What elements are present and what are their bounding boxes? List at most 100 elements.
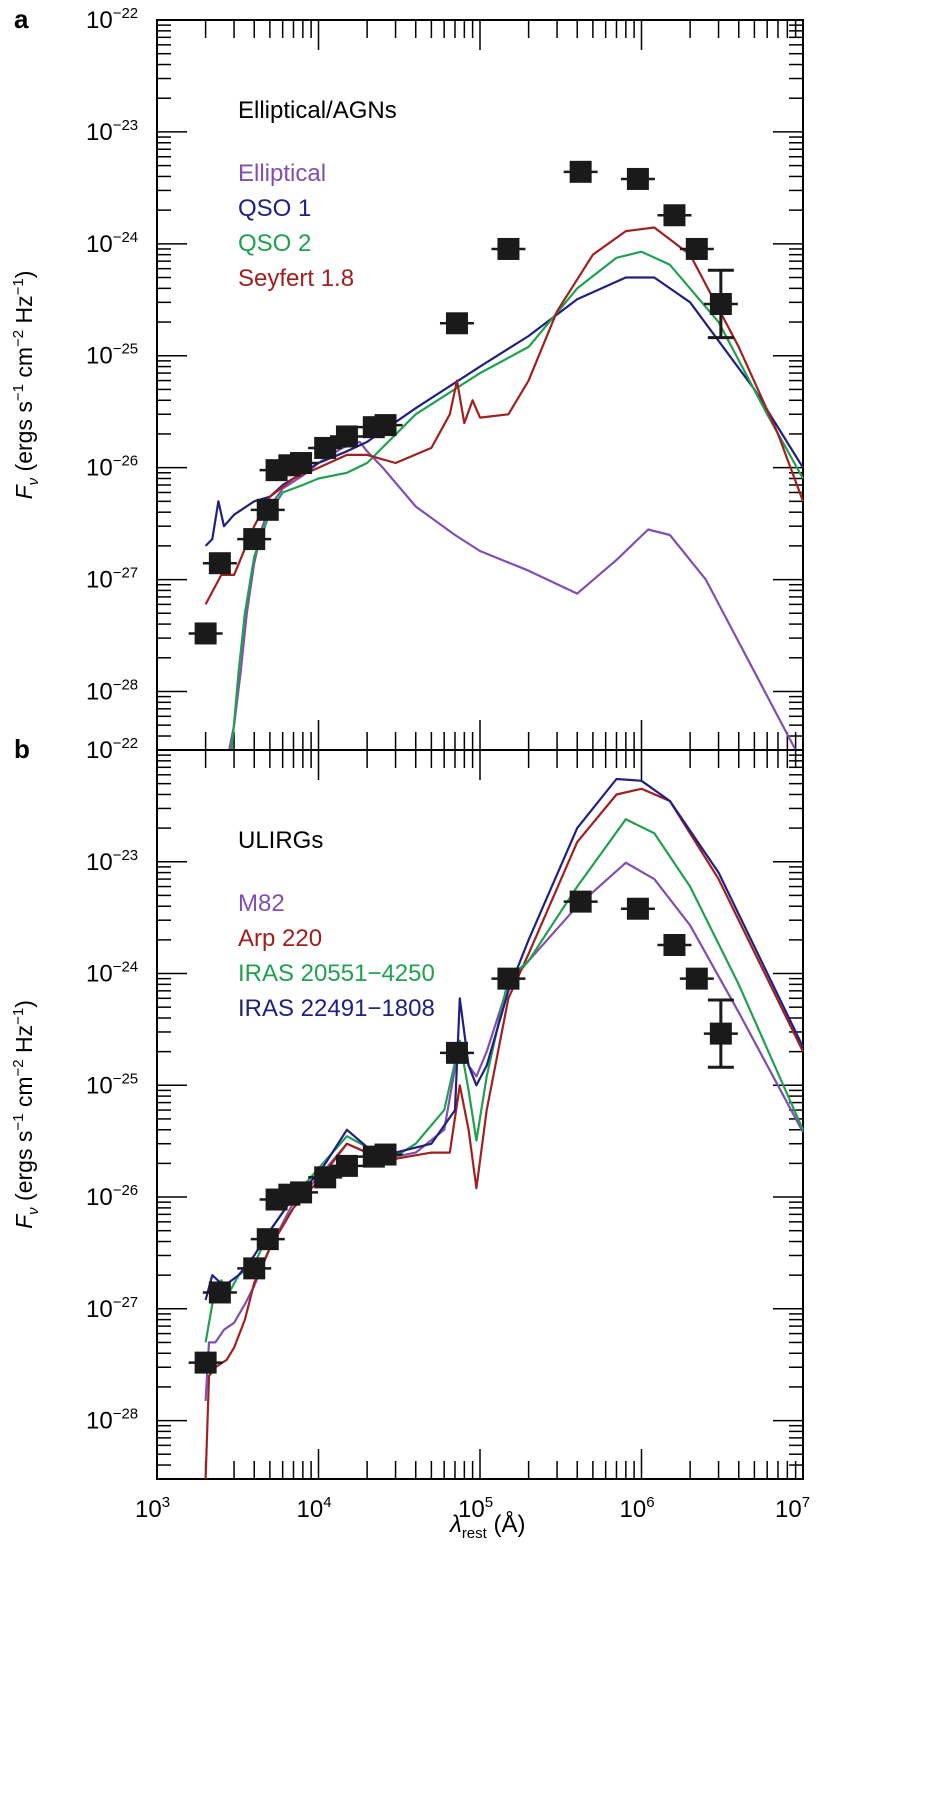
text-part: 5 [485,1494,493,1511]
data-point [445,1041,468,1064]
text-part: QSO 2 [238,230,311,257]
legend-entry: QSO 2 [238,230,311,257]
text-part: −28 [113,1406,138,1423]
y-label-part: ν [25,1207,42,1215]
data-point [256,498,279,521]
data-point [374,1143,397,1166]
text-part: 10 [86,343,113,370]
y-axis-label-text: Fν (ergs s−1 cm−2 Hz−1) [10,271,42,500]
y-label-part: (ergs s [11,1131,37,1208]
x-tick-label: 105 [458,1494,493,1523]
y-label-part: Hz [11,295,37,330]
y-label-part: −1 [10,384,27,401]
y-axis-label: Fν (ergs s−1 cm−2 Hz−1) [10,1000,42,1229]
y-tick-label: 10−28 [86,676,138,705]
data-point [314,436,337,459]
y-label-part: −2 [10,330,27,347]
y-axis-label-text: Fν (ergs s−1 cm−2 Hz−1) [10,1000,42,1229]
y-axis-label: Fν (ergs s−1 cm−2 Hz−1) [10,271,42,500]
y-tick-label: 10−27 [86,565,138,594]
text-part: −24 [113,229,138,246]
panel-a: 10−2810−2710−2610−2510−2410−2310−22aElli… [10,4,805,751]
y-tick-label: 10−24 [86,229,138,258]
x-tick-label: 106 [620,1494,655,1523]
data-point [243,528,266,551]
text-part: 6 [646,1494,654,1511]
data-point [663,204,686,227]
data-point [709,292,732,315]
text-part: 10 [86,455,113,482]
text-part: M82 [238,890,285,917]
series-line-iras-22491-1808 [204,777,804,1301]
data-point [290,1181,313,1204]
text-part: 10 [86,678,113,705]
y-tick-label: 10−25 [86,341,138,370]
data-point [685,967,708,990]
y-tick-label: 10−22 [86,735,138,764]
data-point [685,237,708,260]
y-label-part: cm [11,347,37,384]
data-point [208,552,231,575]
data-point [626,897,649,920]
text-part: IRAS 20551−4250 [238,960,435,987]
x-label-part: (Å) [487,1510,526,1538]
y-tick-label: 10−22 [86,5,138,34]
y-label-part: −1 [10,1114,27,1131]
data-point [626,167,649,190]
text-part: IRAS 22491−1808 [238,995,435,1022]
text-part: −27 [113,565,138,582]
y-label-part: F [11,1213,37,1229]
y-label-part: cm [11,1076,37,1113]
text-part: 10 [620,1496,647,1523]
text-part: 10 [86,1184,113,1211]
y-tick-label: 10−24 [86,959,138,988]
data-point [335,425,358,448]
text-part: Elliptical [238,160,326,187]
legend-entry: Seyfert 1.8 [238,265,354,292]
data-point [569,160,592,183]
legend-title: ULIRGs [238,827,323,854]
text-part: 10 [86,849,113,876]
x-tick-label: 103 [135,1494,170,1523]
text-part: Arp 220 [238,925,322,952]
data-point [314,1166,337,1189]
y-tick-label: 10−25 [86,1070,138,1099]
text-part: b [14,734,30,764]
text-part: 7 [802,1494,810,1511]
y-label-part: ) [11,1000,37,1008]
data-point [374,414,397,437]
x-label-part: λ [448,1511,462,1538]
text-part: Elliptical/AGNs [238,97,397,124]
y-label-part: ν [25,477,42,485]
data-point [569,890,592,913]
text-part: 10 [86,1408,113,1435]
legend-entry: Arp 220 [238,925,322,952]
text-part: 10 [86,961,113,988]
x-tick-label: 104 [297,1494,332,1523]
y-label-part: −2 [10,1059,27,1076]
text-part: 10 [775,1496,802,1523]
text-part: 10 [297,1496,324,1523]
text-part: −23 [113,847,138,864]
text-part: −26 [113,453,138,470]
data-point [208,1281,231,1304]
text-part: 10 [458,1496,485,1523]
series-line-seyfert-1-8 [204,226,805,605]
y-tick-label: 10−23 [86,847,138,876]
text-part: −27 [113,1294,138,1311]
legend-entry: Elliptical [238,160,326,187]
text-part: Seyfert 1.8 [238,265,354,292]
x-axis-label: λrest (Å) [448,1510,526,1542]
y-tick-label: 10−28 [86,1406,138,1435]
series-line-arp-220 [204,787,804,1480]
series-line-m82 [204,861,804,1401]
legend-entry: IRAS 20551−4250 [238,960,435,987]
text-part: −22 [113,5,138,22]
series-line-iras-20551-4250 [204,818,805,1343]
y-tick-label: 10−26 [86,1182,138,1211]
text-part: 10 [86,1296,113,1323]
text-part: −25 [113,341,138,358]
text-part: 3 [162,1494,170,1511]
panel-b: 10−2810−2710−2610−2510−2410−2310−22bULIR… [10,734,810,1542]
